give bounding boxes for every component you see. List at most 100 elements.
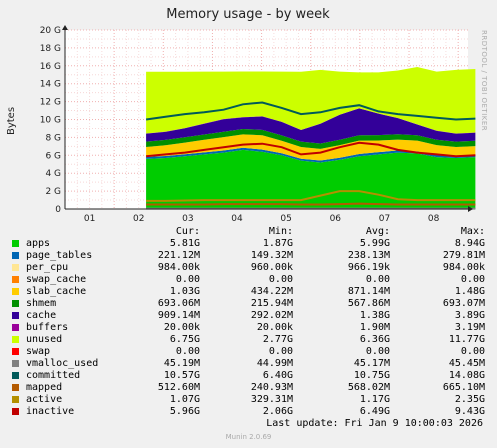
y-tick-label: 0 <box>55 205 61 215</box>
legend-min-value: 2.77G <box>262 334 293 345</box>
legend-min-value: 1.87G <box>262 238 293 249</box>
legend-min-value: 292.02M <box>250 310 293 321</box>
legend-series-name: per_cpu <box>26 262 69 273</box>
legend-row-page-tables: page_tables 221.12M 149.32M 238.13M 279.81M <box>0 250 497 262</box>
y-axis-label: Bytes <box>6 107 17 135</box>
legend-series-name: committed <box>26 370 81 381</box>
legend-max-value: 279.81M <box>442 250 485 261</box>
legend-swatch <box>12 372 19 379</box>
legend-avg-value: 966.19k <box>347 262 390 273</box>
x-tick-label: 02 <box>133 214 144 224</box>
legend-max-value: 984.00k <box>442 262 485 273</box>
legend-series-name: active <box>26 394 63 405</box>
y-tick-label: 8 G <box>45 133 61 143</box>
legend-avg-value: 10.75G <box>353 370 390 381</box>
y-axis-arrow-icon <box>62 25 68 30</box>
area-cache <box>146 108 476 144</box>
legend-max-value: 11.77G <box>448 334 485 345</box>
legend-min-value: 2.06G <box>262 406 293 417</box>
area-page-tables <box>146 147 476 163</box>
legend-min-value: 434.22M <box>250 286 293 297</box>
legend-swatch <box>12 360 19 367</box>
legend-cur-value: 221.12M <box>157 250 200 261</box>
legend-swatch <box>12 384 19 391</box>
legend-cur-value: 45.19M <box>163 358 200 369</box>
x-tick-label: 01 <box>84 214 95 224</box>
legend-row-cache: cache 909.14M 292.02M 1.38G 3.89G <box>0 310 497 322</box>
legend-swatch <box>12 276 19 283</box>
legend-max-value: 693.07M <box>442 298 485 309</box>
area-shmem <box>146 128 476 149</box>
legend-min-value: 20.00k <box>256 322 293 333</box>
legend-min-value: 0.00 <box>268 274 293 285</box>
legend-avg-value: 1.17G <box>359 394 390 405</box>
stacked-areas <box>146 67 476 209</box>
x-tick-label: 04 <box>231 214 243 224</box>
legend-swatch <box>12 312 19 319</box>
legend-swatch <box>12 288 19 295</box>
legend-min-value: 329.31M <box>250 394 293 405</box>
legend-cur-value: 512.60M <box>157 382 200 393</box>
legend-swatch <box>12 300 19 307</box>
legend-cur-value: 20.00k <box>163 322 200 333</box>
legend-min-value: 0.00 <box>268 346 293 357</box>
legend-max-value: 0.00 <box>460 274 485 285</box>
legend-row-swap: swap 0.00 0.00 0.00 0.00 <box>0 346 497 358</box>
legend-series-name: inactive <box>26 406 75 417</box>
legend-max-value: 8.94G <box>454 238 485 249</box>
legend-avg-value: 1.38G <box>359 310 390 321</box>
legend-swatch <box>12 252 19 259</box>
legend-cur-value: 1.07G <box>169 394 200 405</box>
area-unused <box>146 67 476 134</box>
legend-cur-value: 5.81G <box>169 238 200 249</box>
legend-max-value: 0.00 <box>460 346 485 357</box>
y-tick-label: 2 G <box>45 187 61 197</box>
legend-avg-value: 238.13M <box>347 250 390 261</box>
area-apps <box>146 149 476 209</box>
rrdtool-credit: RRDTOOL / TOBI OETIKER <box>480 30 488 131</box>
y-tick-label: 6 G <box>45 151 61 161</box>
legend-max-value: 3.89G <box>454 310 485 321</box>
legend-swatch <box>12 408 19 415</box>
legend-row-buffers: buffers 20.00k 20.00k 1.90M 3.19M <box>0 322 497 334</box>
legend-max-value: 3.19M <box>454 322 485 333</box>
legend-row-per-cpu: per_cpu 984.00k 960.00k 966.19k 984.00k <box>0 262 497 274</box>
legend-header: Cur: Min: Avg: Max: <box>0 226 497 238</box>
legend-avg-value: 567.86M <box>347 298 390 309</box>
legend-swatch <box>12 336 19 343</box>
legend-row-swap-cache: swap_cache 0.00 0.00 0.00 0.00 <box>0 274 497 286</box>
x-tick-label: 07 <box>379 214 390 224</box>
legend-row-unused: unused 6.75G 2.77G 6.36G 11.77G <box>0 334 497 346</box>
y-tick-label: 16 G <box>40 62 61 72</box>
legend-swatch <box>12 348 19 355</box>
x-tick-label: 06 <box>330 214 342 224</box>
legend-min-value: 149.32M <box>250 250 293 261</box>
legend-swatch <box>12 396 19 403</box>
legend-row-shmem: shmem 693.06M 215.94M 567.86M 693.07M <box>0 298 497 310</box>
chart-title: Memory usage - by week <box>166 7 330 22</box>
legend-series-name: unused <box>26 334 63 345</box>
memory-chart: Memory usage - by week Bytes RRDTOOL / T… <box>6 7 488 224</box>
legend-cur-value: 6.75G <box>169 334 200 345</box>
legend-min-value: 240.93M <box>250 382 293 393</box>
munin-version: Munin 2.0.69 <box>225 433 272 441</box>
legend-row-slab-cache: slab_cache 1.03G 434.22M 871.14M 1.48G <box>0 286 497 298</box>
y-tick-label: 20 G <box>40 26 61 36</box>
legend-series-name: shmem <box>26 298 57 309</box>
legend-min-value: 960.00k <box>250 262 293 273</box>
legend-avg-value: 0.00 <box>365 274 390 285</box>
line-mapped <box>146 202 476 206</box>
legend-avg-value: 6.36G <box>359 334 390 345</box>
header-cur: Cur: <box>175 226 200 237</box>
x-tick-label: 03 <box>182 214 193 224</box>
x-tick-label: 05 <box>280 214 291 224</box>
line-active <box>146 190 476 202</box>
y-tick-label: 12 G <box>40 98 61 108</box>
legend-row-committed: committed 10.57G 6.40G 10.75G 14.08G <box>0 370 497 382</box>
legend-row-apps: apps 5.81G 1.87G 5.99G 8.94G <box>0 238 497 250</box>
x-axis-arrow-icon <box>468 206 473 212</box>
legend-series-name: vmalloc_used <box>26 358 99 369</box>
y-tick-label: 18 G <box>40 44 61 54</box>
legend-avg-value: 0.00 <box>365 346 390 357</box>
legend-series-name: mapped <box>26 382 63 393</box>
